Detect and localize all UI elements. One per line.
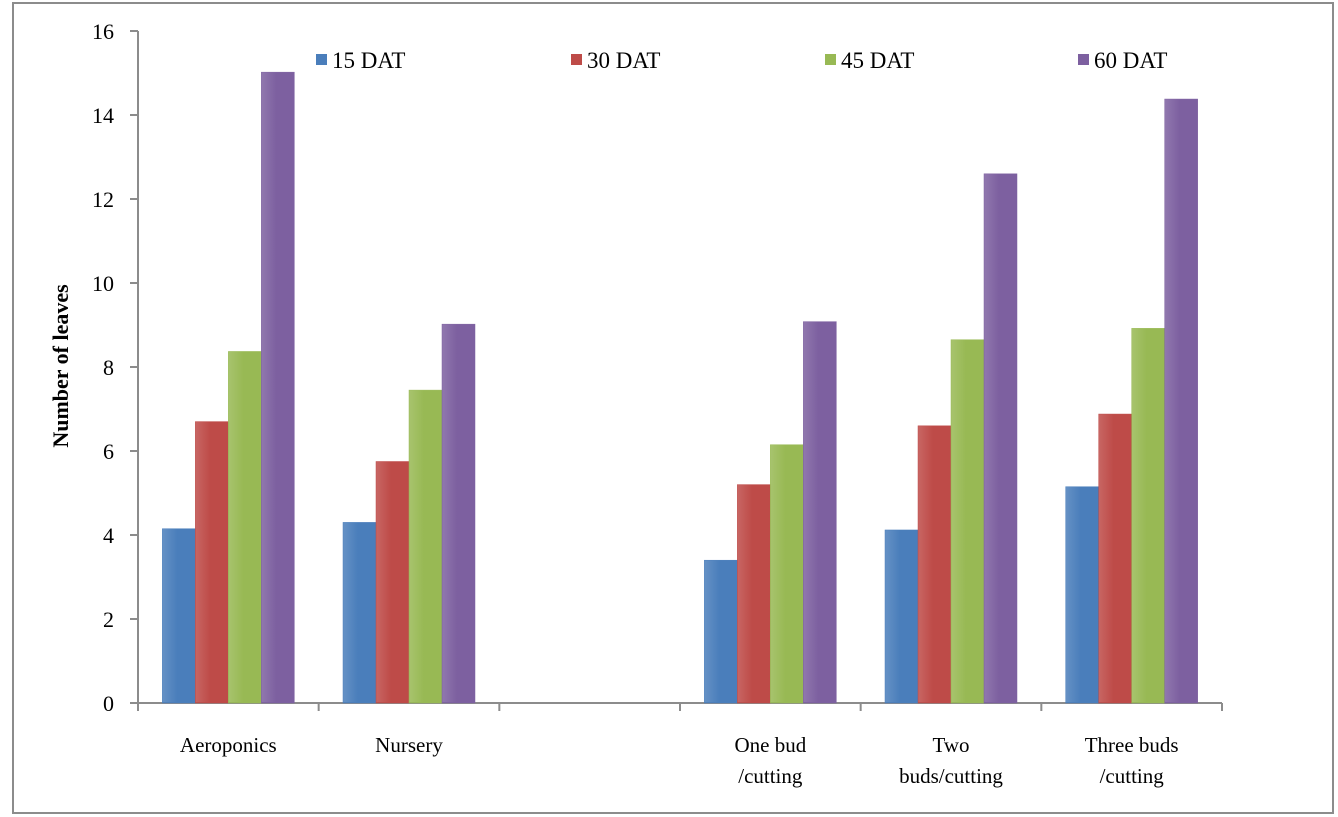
bar-60-dat	[1164, 98, 1198, 704]
bar-15-dat	[884, 529, 919, 704]
bar-30-dat	[375, 461, 410, 704]
bar-45-dat	[950, 339, 985, 704]
bar-15-dat	[704, 559, 738, 704]
x-axis: Aeroponics Nursery One bud/cutting Two buds/…	[137, 702, 1223, 788]
bar-30-dat	[195, 421, 229, 704]
bar-15-dat	[1065, 486, 1099, 704]
x-category-label: Nursery	[375, 733, 443, 757]
bar-15-dat	[342, 522, 377, 704]
legend-label: 60 DAT	[1094, 48, 1167, 73]
y-tick-label: 0	[103, 691, 114, 716]
y-tick-label: 8	[103, 355, 114, 380]
y-tick-label: 2	[103, 607, 114, 632]
bar-30-dat	[1098, 413, 1132, 704]
bar-30-dat	[737, 484, 771, 704]
legend-label: 30 DAT	[587, 48, 660, 73]
y-tick-label: 10	[92, 271, 114, 296]
bar-45-dat	[770, 444, 804, 704]
bar-45-dat	[1131, 328, 1165, 704]
bar-30-dat	[917, 425, 952, 704]
y-tick-label: 4	[103, 523, 114, 548]
bar-15-dat	[162, 528, 196, 704]
legend: 15 DAT 30 DAT 45 DAT 60 DAT	[316, 48, 1167, 73]
x-category-label: One bud	[734, 733, 806, 757]
y-axis: 0 2 4 6 8 10 12 14 16	[92, 19, 139, 716]
legend-swatch	[316, 54, 327, 65]
y-axis-label: Number of leaves	[48, 284, 73, 448]
y-tick-label: 16	[92, 19, 114, 44]
y-tick-label: 6	[103, 439, 114, 464]
x-category-label: /cutting	[738, 764, 803, 788]
bar-60-dat	[983, 173, 1018, 704]
x-category-label: Aeroponics	[180, 733, 277, 757]
legend-label: 15 DAT	[332, 48, 405, 73]
legend-swatch	[571, 54, 582, 65]
bar-60-dat	[441, 323, 476, 704]
bars	[162, 71, 1198, 704]
legend-swatch	[825, 54, 836, 65]
y-tick-label: 12	[92, 187, 114, 212]
bar-60-dat	[261, 71, 295, 704]
legend-label: 45 DAT	[841, 48, 914, 73]
x-category-label: /cutting	[1100, 764, 1165, 788]
legend-swatch	[1078, 54, 1089, 65]
bar-45-dat	[408, 389, 443, 704]
x-category-label: Two	[932, 733, 969, 757]
y-tick-label: 14	[92, 103, 114, 128]
x-category-label: buds/cutting	[899, 764, 1003, 788]
bar-45-dat	[228, 351, 262, 704]
bar-60-dat	[803, 321, 837, 704]
x-category-label: Three buds	[1085, 733, 1179, 757]
